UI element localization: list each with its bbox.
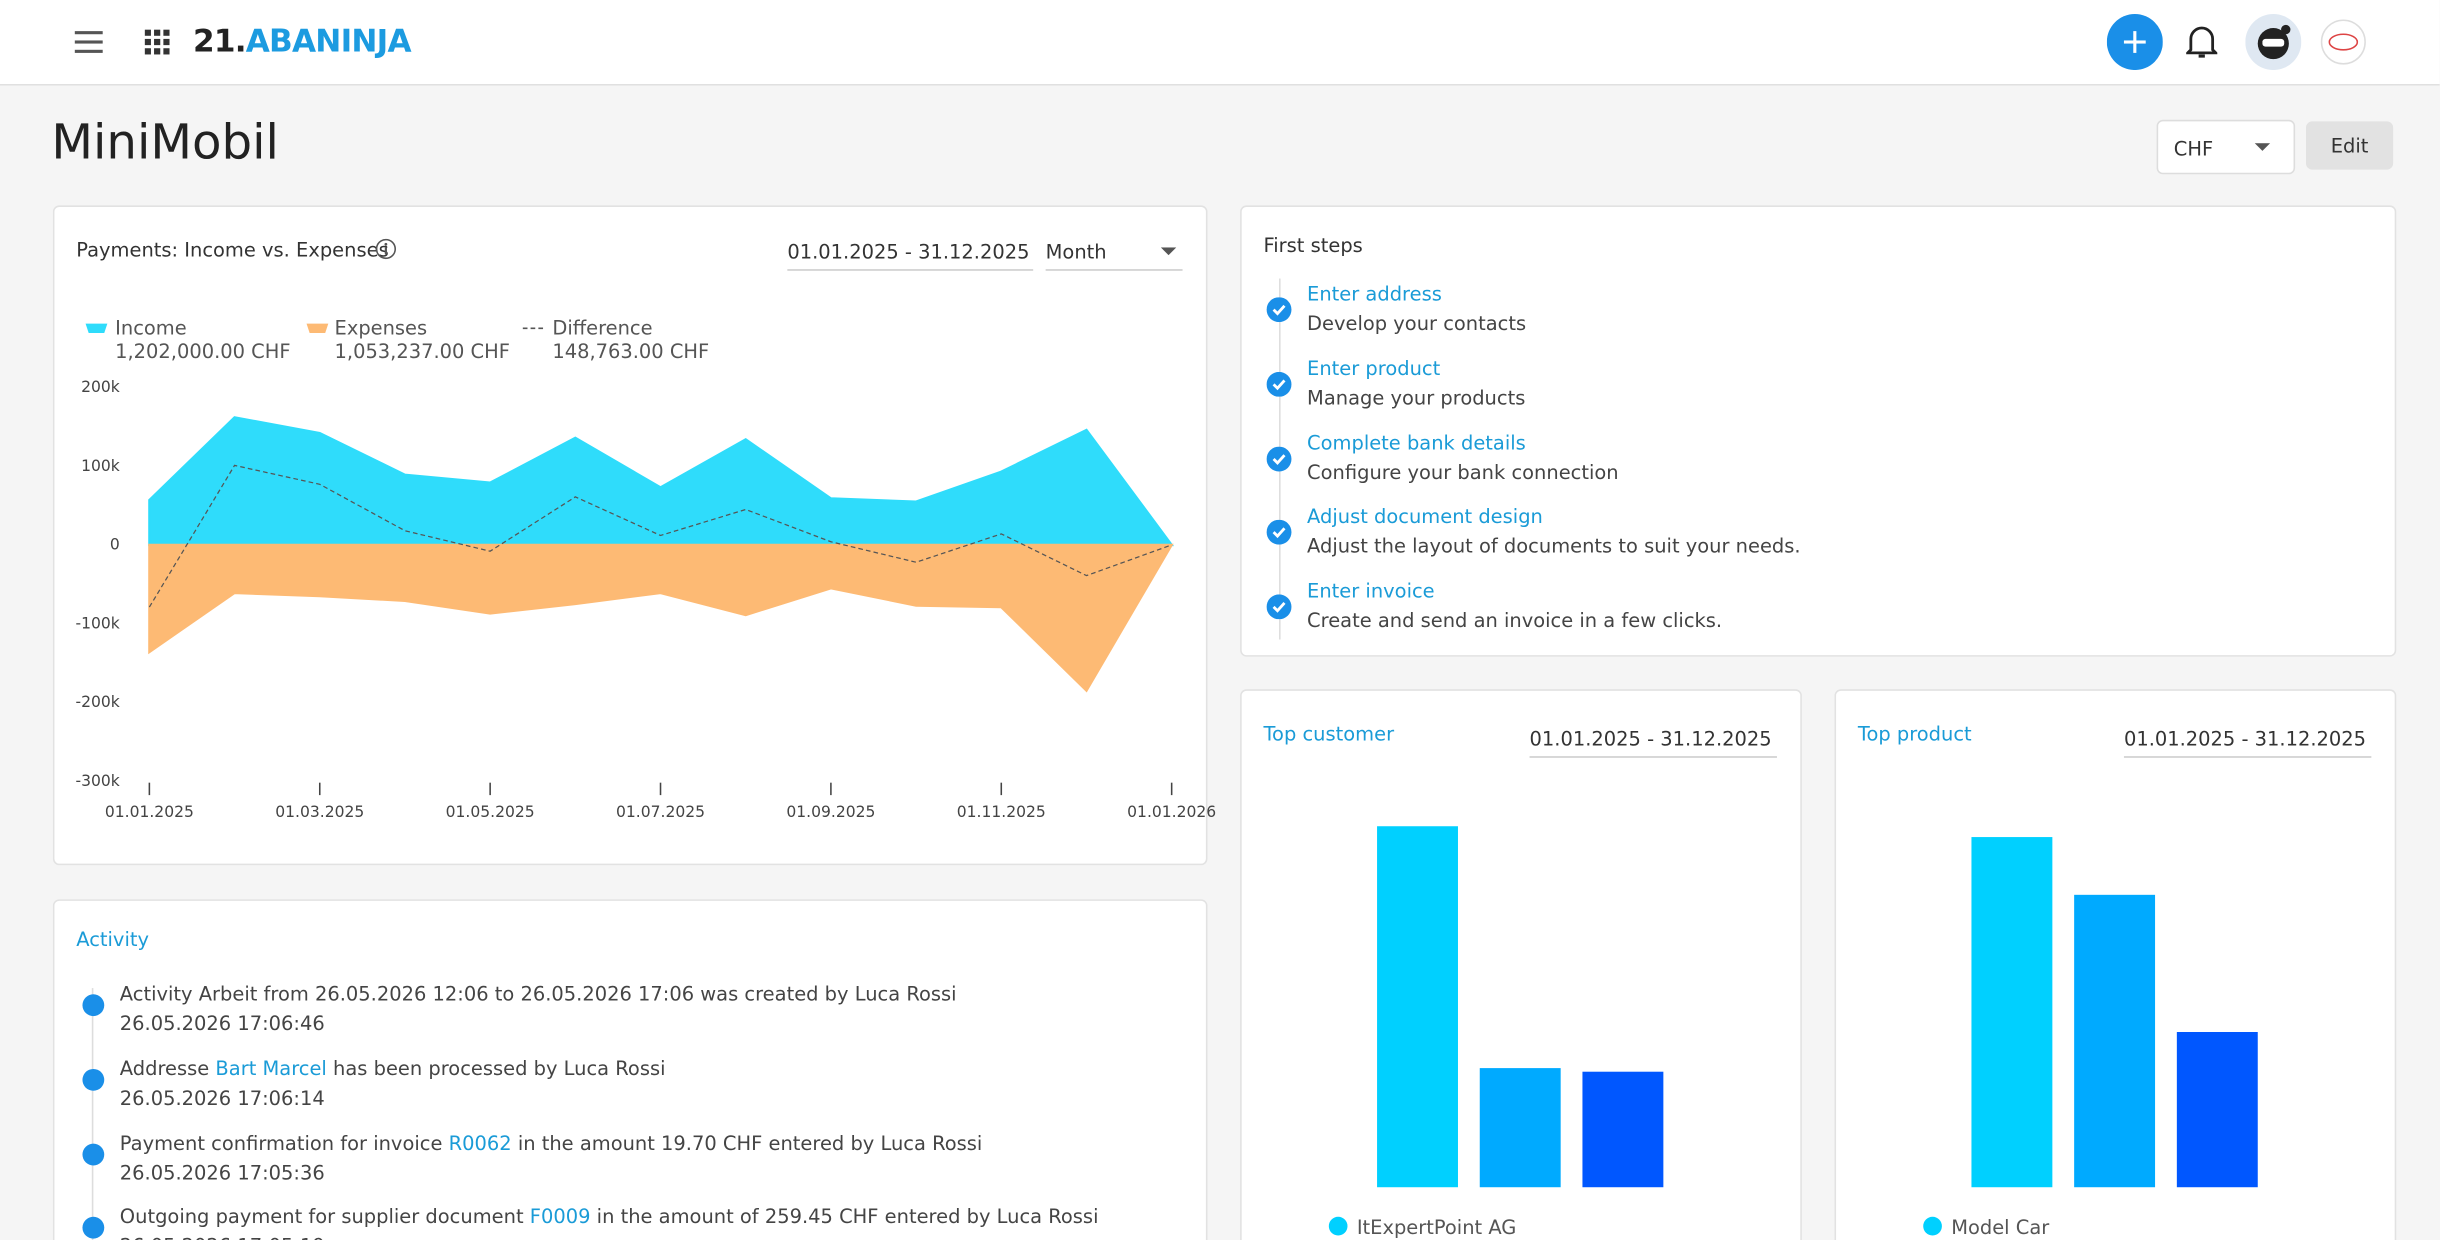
activity-dot [82, 1068, 105, 1091]
logo[interactable]: 21.ABANINJA [192, 21, 412, 60]
activity-time: 26.05.2026 17:05:36 [119, 1160, 325, 1184]
text: in the amount 19.70 CHF entered by Luca … [511, 1130, 983, 1154]
chart-title: Payments: Income vs. Expenses [76, 238, 389, 262]
activity-title: Activity [76, 927, 149, 951]
text: Payment confirmation for invoice [119, 1130, 449, 1154]
menu-icon[interactable] [74, 30, 106, 55]
text: has been processed by Luca Rossi [326, 1056, 666, 1080]
activity-text: Payment confirmation for invoice R0062 i… [120, 1131, 983, 1154]
activity-dot [82, 994, 105, 1017]
notifications[interactable] [2186, 25, 2218, 59]
info-icon[interactable] [375, 238, 397, 260]
date-range[interactable]: 01.01.2025 - 31.12.2025 [1529, 727, 1777, 758]
date-range[interactable]: 01.01.2025 - 31.12.2025 [787, 240, 1034, 271]
page-title: MiniMobil [51, 115, 279, 172]
step-text: Create and send an invoice in a few clic… [1307, 608, 1723, 633]
activity-text: Outgoing payment for supplier document F… [120, 1205, 1099, 1228]
top-product-card: Top product 01.01.2025 - 31.12.2025 [1834, 689, 2397, 1240]
step-link[interactable]: Adjust document design [1307, 504, 1543, 529]
card-title: Top customer [1263, 721, 1395, 746]
step-text: Configure your bank connection [1307, 459, 1619, 484]
text: Outgoing payment for supplier document [119, 1204, 530, 1229]
company-avatar[interactable] [2320, 19, 2367, 66]
top-customer-card: Top customer 01.01.2025 - 31.12.2025 [1240, 689, 1802, 1240]
apps-icon[interactable] [144, 29, 170, 55]
activity-text: Addresse Bart Marcel has been processed … [120, 1056, 666, 1079]
activity-time: 26.05.2026 17:05:19 [120, 1235, 325, 1240]
step-text: Adjust the layout of documents to suit y… [1307, 534, 1801, 558]
activity-link[interactable]: Bart Marcel [215, 1056, 327, 1080]
edit-button[interactable]: Edit [2305, 121, 2394, 170]
add-button[interactable] [2106, 14, 2163, 71]
step-link[interactable]: Enter invoice [1307, 579, 1435, 603]
check-icon [1266, 371, 1292, 397]
activity-link[interactable]: R0062 [448, 1130, 512, 1154]
check-icon [1266, 594, 1292, 620]
currency-select[interactable]: CHF [2156, 119, 2296, 175]
activity-card: Activity Activity Arbeit from 26.05.2026… [52, 899, 1208, 1240]
payments-card: Payments: Income vs. Expenses 01.01.2025… [52, 205, 1208, 866]
period-value: Month [1045, 239, 1107, 263]
dropdown-arrow [1160, 247, 1177, 256]
step-link[interactable]: Enter product [1307, 356, 1441, 380]
activity-link[interactable]: F0009 [529, 1204, 591, 1229]
card-title: Top product [1857, 721, 1972, 746]
step-link[interactable]: Complete bank details [1307, 430, 1526, 454]
check-icon [1266, 520, 1292, 546]
activity-time: 26.05.2026 17:06:46 [119, 1011, 325, 1035]
date-range[interactable]: 01.01.2025 - 31.12.2025 [2123, 727, 2372, 758]
text: Activity Arbeit from 26.05.2026 12:06 to… [119, 981, 957, 1006]
period-select[interactable]: Month [1045, 239, 1183, 271]
first-steps-card: First steps Enter address Develop your co… [1240, 205, 2397, 657]
currency-value: CHF [2173, 136, 2214, 161]
activity-dot [82, 1217, 105, 1240]
activity-dot [82, 1143, 105, 1165]
dropdown-arrow [2254, 143, 2271, 151]
logo-number: 21. [192, 21, 247, 60]
text: in the amount of 259.45 CHF entered by L… [590, 1204, 1099, 1229]
user-avatar[interactable] [2245, 14, 2302, 71]
header [0, 0, 2440, 86]
activity-text: Activity Arbeit from 26.05.2026 12:06 to… [120, 982, 957, 1005]
logo-name: ABANINJA [245, 21, 412, 60]
step-text: Develop your contacts [1307, 311, 1527, 335]
check-icon [1266, 445, 1292, 471]
activity-time: 26.05.2026 17:06:14 [119, 1085, 325, 1110]
first-steps-title: First steps [1263, 233, 1363, 257]
step-text: Manage your products [1307, 385, 1526, 409]
check-icon [1266, 297, 1292, 323]
text: Addresse [119, 1056, 216, 1080]
step-link[interactable]: Enter address [1307, 281, 1442, 305]
timeline [91, 988, 94, 1240]
